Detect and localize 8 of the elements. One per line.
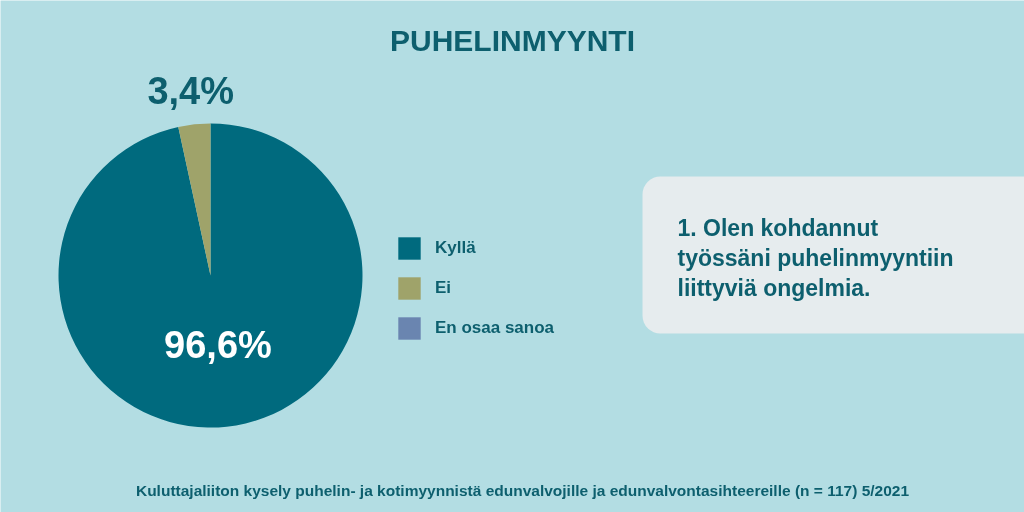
legend-label: Kyllä [435,238,476,258]
data-label: 3,4% [147,70,235,113]
chart-title: PUHELINMYYNTI [390,24,636,57]
legend-label: Ei [435,278,453,298]
data-label: 96,6% [164,324,272,367]
text: Kuluttajaliiton kysely puhelin- ja kotimyynnistä edunvalvojille ja edunvalvontasihteereille (n = 117) 5/2021 [135,482,910,499]
text: 1. Olen kohdannut työssäni puhelinmyyntiin liittyviä ongelmia. [677,214,954,301]
legend-label: En osaa sanoa [435,318,555,338]
